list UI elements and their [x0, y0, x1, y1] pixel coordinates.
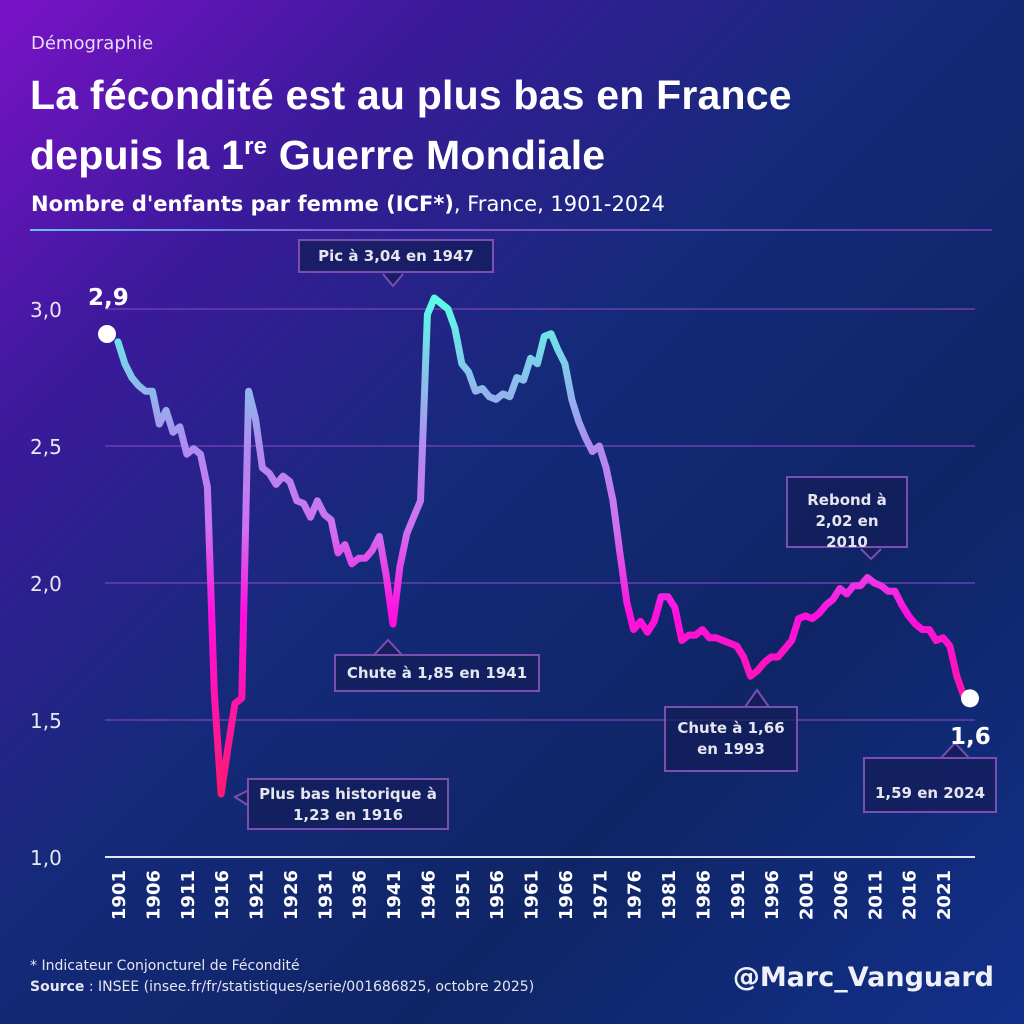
x-tick-label: 1941	[384, 870, 405, 920]
y-tick-label: 3,0	[30, 298, 62, 322]
x-tick-label: 2011	[865, 870, 886, 920]
annotation-text: Chute à 1,66	[677, 719, 785, 737]
x-tick-label: 1971	[590, 870, 611, 920]
source-text: : INSEE (insee.fr/fr/statistiques/serie/…	[84, 979, 535, 995]
annotation-drop-1941: Chute à 1,85 en 1941	[334, 654, 540, 692]
annotation-pointer	[373, 638, 403, 656]
x-tick-label: 1911	[178, 870, 199, 920]
x-tick-label: 1931	[315, 870, 336, 920]
x-tick-label: 1906	[143, 870, 164, 920]
page-title: La fécondité est au plus bas en France d…	[30, 70, 792, 181]
x-tick-label: 1991	[728, 870, 749, 920]
title-superscript: re	[244, 133, 268, 160]
annotation-text: Rebond à	[807, 491, 887, 509]
annotation-pointer	[744, 688, 770, 708]
start-point	[98, 325, 116, 343]
source-label: Source	[30, 979, 85, 995]
annotation-pointer	[940, 741, 970, 759]
x-tick-label: 1966	[556, 870, 577, 920]
y-tick-label: 2,0	[30, 572, 62, 596]
x-tick-label: 1926	[281, 870, 302, 920]
annotation-rebound-2010: Rebond à 2,02 en 2010	[786, 476, 908, 551]
x-tick-label: 1986	[693, 870, 714, 920]
annotation-pointer	[382, 273, 404, 288]
footnote: * Indicateur Conjoncturel de Fécondité	[30, 958, 300, 974]
source: Source : INSEE (insee.fr/fr/statistiques…	[30, 979, 534, 995]
annotation-text: Plus bas historique à	[259, 785, 437, 803]
subtitle-rest: , France, 1901-2024	[453, 192, 665, 216]
x-tick-label: 1916	[212, 870, 233, 920]
title-text: depuis la 1	[30, 132, 245, 178]
end-value-label: 1,6	[950, 724, 991, 750]
end-point	[961, 689, 979, 708]
x-tick-label: 2001	[797, 870, 818, 920]
y-tick-label: 1,5	[30, 709, 62, 733]
x-tick-label: 1951	[453, 870, 474, 920]
x-tick-label: 1901	[109, 870, 130, 920]
y-tick-label: 2,5	[30, 435, 62, 459]
title-text: Guerre Mondiale	[267, 132, 606, 178]
annotation-peak-1947: Pic à 3,04 en 1947	[298, 239, 494, 273]
annotation-text: en 1993	[697, 740, 765, 758]
y-tick-label: 1,0	[30, 846, 62, 870]
x-tick-label: 1976	[625, 870, 646, 920]
title-line-1: La fécondité est au plus bas en France	[30, 72, 792, 118]
annotation-text: 1,23 en 1916	[292, 806, 404, 824]
start-value-label: 2,9	[88, 285, 129, 311]
x-tick-label: 2006	[831, 870, 852, 920]
annotation-low-1916: Plus bas historique à 1,23 en 1916	[247, 778, 449, 830]
x-tick-label: 1946	[418, 870, 439, 920]
x-tick-label: 2021	[934, 870, 955, 920]
title-line-2: depuis la 1re Guerre Mondiale	[30, 121, 792, 181]
annotation-drop-1993: Chute à 1,66 en 1993	[664, 706, 798, 772]
annotation-2024: 1,59 en 2024	[863, 757, 997, 813]
annotation-pointer	[860, 548, 882, 561]
x-tick-label: 1981	[659, 870, 680, 920]
annotation-text: 2,02 en 2010	[815, 512, 879, 551]
annotation-pointer	[232, 789, 250, 807]
x-tick-label: 1936	[350, 870, 371, 920]
series-line	[114, 294, 968, 798]
subtitle-bold: Nombre d'enfants par femme (ICF*)	[31, 192, 454, 216]
x-tick-label: 1921	[247, 870, 268, 920]
x-tick-label: 1961	[522, 870, 543, 920]
kicker: Démographie	[31, 33, 154, 54]
subtitle: Nombre d'enfants par femme (ICF*), Franc…	[31, 192, 665, 216]
divider	[30, 229, 992, 231]
author-handle: @Marc_Vanguard	[732, 962, 994, 993]
x-tick-label: 1956	[487, 870, 508, 920]
x-tick-label: 1996	[762, 870, 783, 920]
x-tick-label: 2016	[900, 870, 921, 920]
